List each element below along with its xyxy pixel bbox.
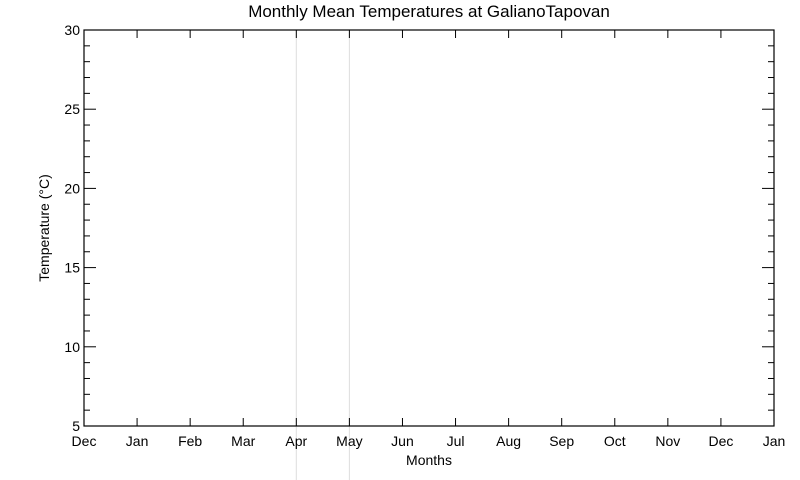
x-tick-label: Jun	[391, 433, 414, 449]
x-tick-label: Mar	[231, 433, 255, 449]
vertical-marker-group	[295, 30, 350, 480]
tick-group	[83, 29, 775, 427]
y-tick-label: 30	[64, 22, 80, 38]
y-tick-label: 20	[64, 180, 80, 196]
y-tick-label: 25	[64, 101, 80, 117]
x-tick-label: Jan	[126, 433, 149, 449]
x-tick-label: Dec	[708, 433, 733, 449]
y-tick-label: 15	[64, 260, 80, 276]
y-axis-label: Temperature (°C)	[36, 174, 52, 282]
x-tick-label: Nov	[655, 433, 680, 449]
x-tick-label: Dec	[72, 433, 97, 449]
x-axis-label: Months	[406, 452, 452, 468]
plot-frame	[83, 29, 775, 427]
x-tick-label: Aug	[496, 433, 521, 449]
x-tick-label: Feb	[178, 433, 202, 449]
label-group: Dec Jan Feb Mar Apr May Jun Jul Aug Sep Oct Nov Dec J…	[64, 22, 785, 449]
y-tick-label: 10	[64, 339, 80, 355]
x-tick-label: Oct	[604, 433, 626, 449]
chart-title: Monthly Mean Temperatures at GalianoTapo…	[248, 2, 610, 21]
x-tick-label: Jan	[763, 433, 786, 449]
x-tick-label: Apr	[285, 433, 307, 449]
x-tick-label: Sep	[549, 433, 574, 449]
x-tick-label: Jul	[447, 433, 465, 449]
y-tick-label: 5	[72, 418, 80, 434]
x-tick-label: May	[336, 433, 362, 449]
